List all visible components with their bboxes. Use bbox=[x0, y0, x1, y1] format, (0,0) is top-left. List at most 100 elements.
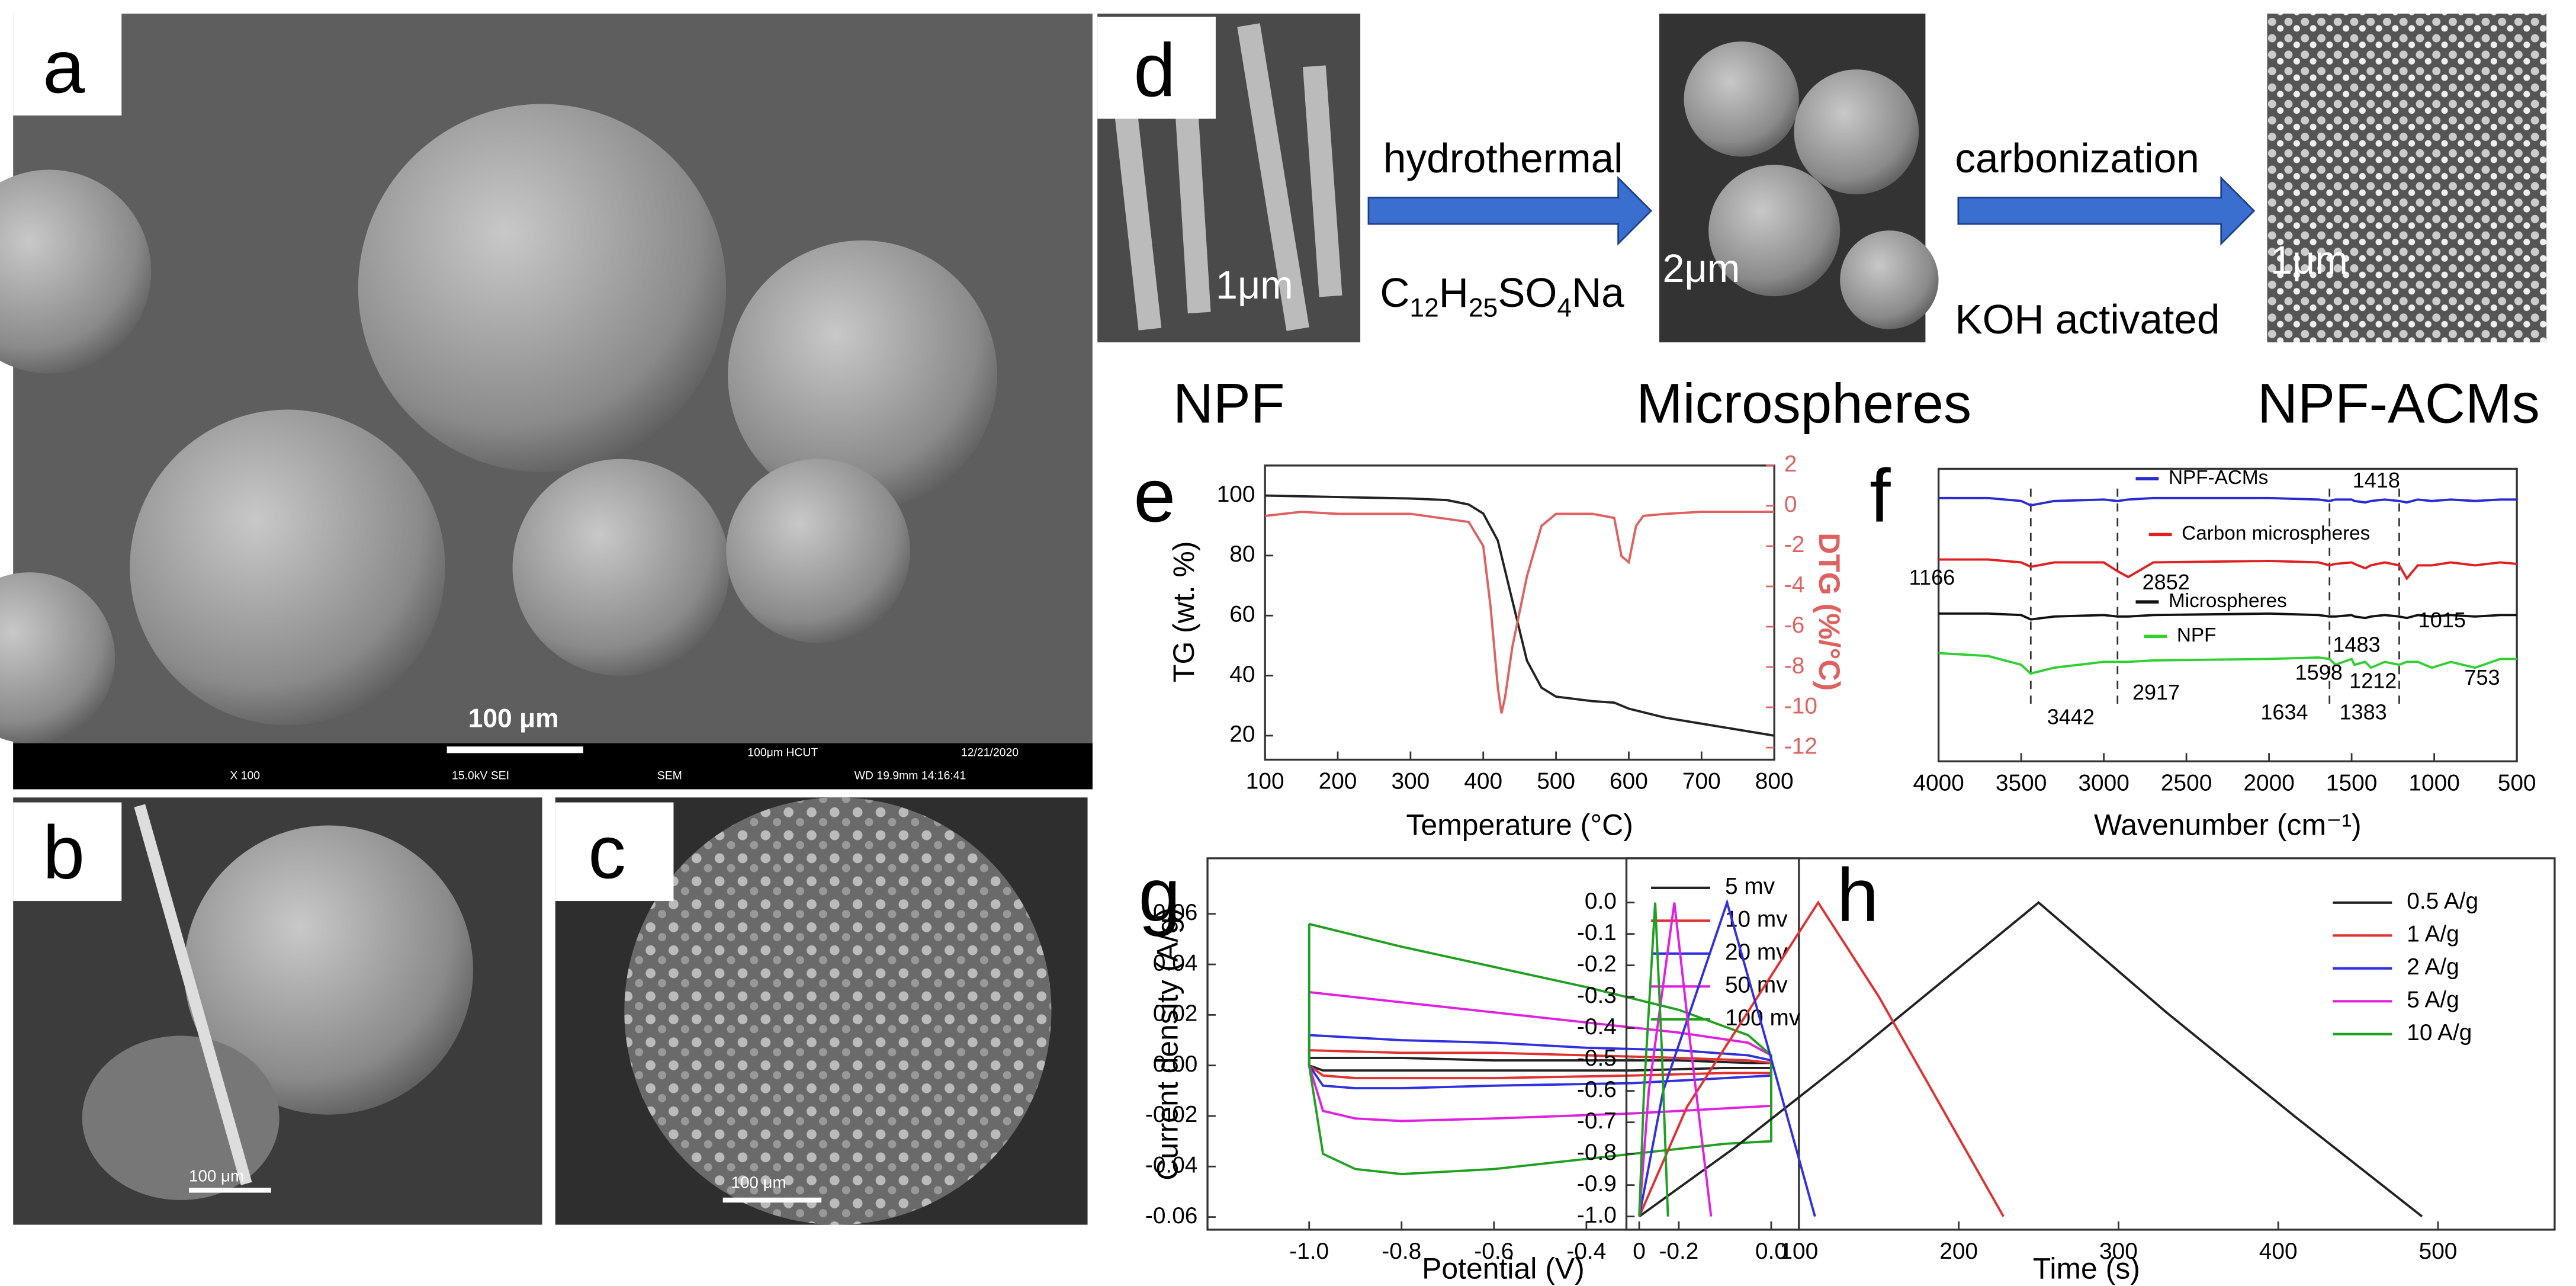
x-tick-label: 700 bbox=[1682, 769, 1721, 794]
series-line bbox=[1265, 494, 1775, 737]
x-tick-label: 300 bbox=[1391, 769, 1430, 794]
sem-info: 12/21/2020 bbox=[961, 746, 1019, 759]
series-line bbox=[1938, 496, 2517, 507]
y-tick-label: -0.8 bbox=[1577, 1140, 1617, 1165]
legend-label: 0.5 A/g bbox=[2407, 889, 2478, 914]
x-tick-label: 0.0 bbox=[1755, 1239, 1787, 1264]
panel-label: c bbox=[588, 810, 626, 895]
x-axis-label: Wavenumber (cm⁻¹) bbox=[2094, 808, 2362, 841]
scale-label: 100 μm bbox=[189, 1166, 244, 1185]
x-tick-label: -0.8 bbox=[1382, 1239, 1421, 1264]
x-tick-label: -0.2 bbox=[1659, 1239, 1698, 1264]
y-tick-label: 0.00 bbox=[1153, 1051, 1198, 1077]
scale-label: 100 μm bbox=[468, 704, 559, 733]
x-tick-label: 100 bbox=[1780, 1239, 1818, 1264]
series-line bbox=[1638, 902, 1669, 1217]
x-tick-label: 400 bbox=[1464, 769, 1502, 794]
series-line bbox=[1938, 612, 2517, 621]
sem-info: SEM bbox=[657, 769, 682, 782]
series-line bbox=[1638, 901, 2423, 1218]
series-line bbox=[1638, 900, 2005, 1217]
y-axis-label: TG (wt. %) bbox=[1167, 541, 1200, 683]
x-tick-label: 600 bbox=[1610, 769, 1648, 794]
y2-tick-label: -12 bbox=[1784, 733, 1817, 759]
stage-label: NPF-ACMs bbox=[2257, 373, 2540, 435]
x-tick-label: 200 bbox=[1319, 769, 1357, 794]
annotation: 1015 bbox=[2418, 608, 2466, 632]
series-line bbox=[1308, 1056, 1772, 1072]
sem-image-a: 100 μm 100μm HCUT 12/21/2020 X 100 15.0k… bbox=[0, 13, 1093, 790]
y-tick-label: -0.04 bbox=[1145, 1153, 1198, 1178]
annotation: 1598 bbox=[2295, 660, 2343, 685]
series-line bbox=[1264, 511, 1775, 714]
reagent-part: 4 bbox=[1557, 293, 1572, 322]
legend-label: 5 A/g bbox=[2407, 987, 2459, 1013]
label-box bbox=[555, 802, 674, 902]
legend-label: 1 A/g bbox=[2407, 922, 2459, 947]
x-tick-label: 300 bbox=[2099, 1239, 2138, 1264]
reagent-part: 12 bbox=[1409, 293, 1438, 322]
x-tick-label: 200 bbox=[1939, 1239, 1978, 1264]
x-axis-label: Time (s) bbox=[2033, 1252, 2140, 1285]
scale-label: 1μm bbox=[1216, 264, 1293, 307]
legend-label: 50 mv bbox=[1725, 973, 1788, 998]
y2-tick-label: -6 bbox=[1784, 612, 1805, 638]
y2-tick-label: -2 bbox=[1784, 532, 1805, 557]
reagent-part: C bbox=[1380, 270, 1409, 316]
y-tick-label: -0.02 bbox=[1145, 1102, 1198, 1127]
x-tick-label: 2000 bbox=[2243, 770, 2294, 796]
x-tick-label: -0.4 bbox=[1566, 1239, 1606, 1264]
annotation: 1634 bbox=[2260, 700, 2308, 724]
x-tick-label: 800 bbox=[1755, 769, 1794, 794]
legend-label: 2 A/g bbox=[2407, 954, 2459, 980]
label-box bbox=[13, 13, 122, 116]
y-tick-label: -0.2 bbox=[1577, 951, 1617, 977]
series-line bbox=[1308, 922, 1772, 1176]
x-tick-label: 3500 bbox=[1996, 770, 2047, 796]
annotation: 2852 bbox=[2143, 570, 2190, 594]
x-tick-label: -0.6 bbox=[1474, 1239, 1514, 1264]
y2-tick-label: -8 bbox=[1784, 653, 1805, 678]
y-tick-label: -0.9 bbox=[1577, 1171, 1617, 1197]
annotation: 1483 bbox=[2333, 633, 2380, 657]
x-tick-label: 3000 bbox=[2078, 770, 2129, 796]
scale-label: 100 μm bbox=[731, 1173, 786, 1192]
annotation: 1383 bbox=[2340, 700, 2387, 724]
x-tick-label: 0 bbox=[1633, 1239, 1646, 1264]
series-line bbox=[1938, 652, 2517, 675]
sem-image-b: 100 μm bbox=[13, 797, 542, 1225]
y-tick-label: 80 bbox=[1229, 541, 1255, 567]
panel-label: a bbox=[43, 25, 85, 110]
x-tick-label: 400 bbox=[2259, 1239, 2298, 1264]
y2-axis-label: DTG (%/°C) bbox=[1813, 533, 1846, 691]
reagent: C12H25SO4Na bbox=[1380, 270, 1624, 322]
annotation: 1166 bbox=[1909, 565, 1955, 589]
panel-label: e bbox=[1133, 454, 1175, 538]
x-axis-label: Temperature (°C) bbox=[1406, 808, 1633, 841]
x-tick-label: -1.0 bbox=[1289, 1239, 1329, 1264]
plot-frame bbox=[1264, 464, 1775, 761]
panel-label: d bbox=[1133, 28, 1175, 113]
annotation: 753 bbox=[2464, 665, 2500, 689]
panel-label: b bbox=[43, 810, 85, 895]
reagent-part: Na bbox=[1572, 270, 1624, 316]
stage-label: NPF bbox=[1173, 373, 1285, 435]
y-tick-label: 40 bbox=[1229, 662, 1255, 687]
y-tick-label: -0.06 bbox=[1145, 1203, 1198, 1229]
y-tick-label: 0.04 bbox=[1153, 950, 1198, 976]
sem-info: X 100 bbox=[230, 769, 260, 782]
series-line bbox=[1308, 991, 1772, 1123]
legend-label: 5 mv bbox=[1725, 874, 1775, 899]
x-tick-label: 1500 bbox=[2326, 770, 2377, 796]
legend-label: NPF bbox=[2177, 624, 2217, 646]
sem-info: 15.0kV SEI bbox=[452, 769, 509, 782]
plot-frame bbox=[1625, 857, 2556, 1231]
reagent-part: 25 bbox=[1469, 293, 1498, 322]
y-tick-label: -1.0 bbox=[1577, 1202, 1617, 1228]
x-tick-label: 500 bbox=[1537, 769, 1575, 794]
y-tick-label: -0.1 bbox=[1577, 920, 1617, 945]
y-tick-label: -0.7 bbox=[1577, 1108, 1617, 1134]
annotation: 1418 bbox=[2353, 468, 2400, 492]
label-box bbox=[13, 802, 122, 902]
scale-label: 1μm bbox=[2270, 239, 2348, 283]
